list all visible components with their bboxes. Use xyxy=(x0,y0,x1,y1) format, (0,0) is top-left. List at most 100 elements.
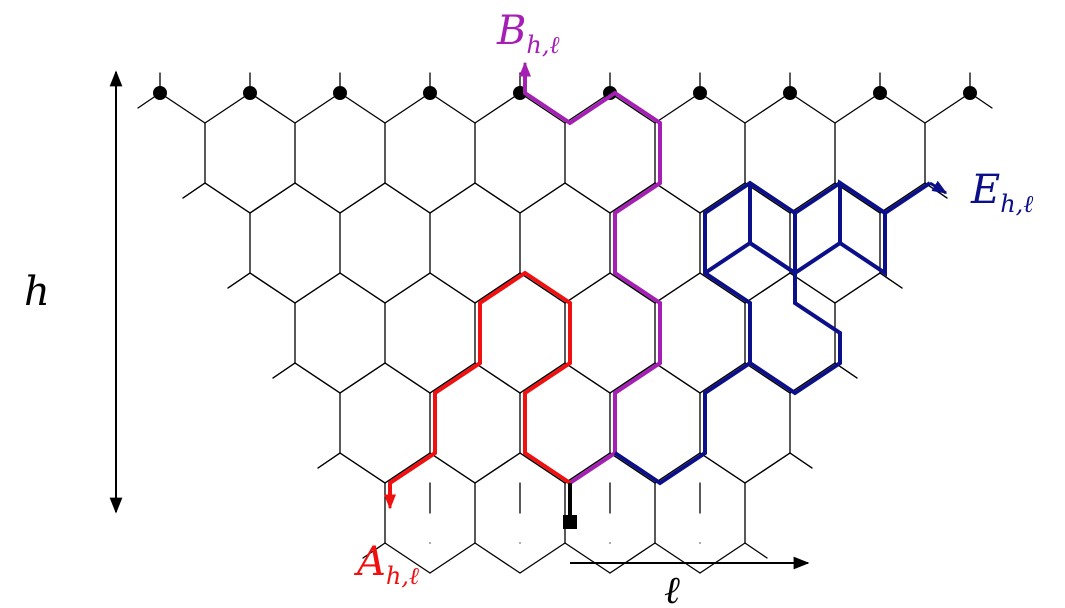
lattice-edge xyxy=(834,182,881,214)
lattice-edge xyxy=(654,182,701,214)
lattice-edge xyxy=(429,182,476,214)
lattice-edge xyxy=(384,92,431,124)
lattice-edge xyxy=(429,452,476,484)
lattice-edge xyxy=(429,92,476,124)
lattice-edge xyxy=(699,92,746,124)
lattice-edge xyxy=(699,272,746,304)
lattice-edge xyxy=(519,542,566,574)
source-dot xyxy=(423,86,437,100)
lattice-edge xyxy=(429,272,476,304)
lattice-edge xyxy=(204,92,251,124)
lattice-edge xyxy=(744,362,791,394)
lattice-edge xyxy=(384,452,431,484)
lattice-edge xyxy=(699,542,746,574)
lattice-edge xyxy=(744,182,791,214)
lattice-edge xyxy=(474,182,521,214)
lattice-edge xyxy=(474,452,521,484)
lattice-edge xyxy=(564,542,611,574)
path-e-low xyxy=(705,393,795,423)
lattice-edge xyxy=(654,362,701,394)
lattice-edge xyxy=(789,272,836,304)
root-square xyxy=(563,515,577,529)
lattice-edge xyxy=(564,182,611,214)
lattice-edge xyxy=(204,182,251,214)
lattice-edge xyxy=(834,272,881,304)
lattice-edge xyxy=(339,92,386,124)
lattice-edge xyxy=(294,182,341,214)
label-height: h xyxy=(24,269,50,315)
lattice-stub xyxy=(272,362,296,379)
lattice-edge xyxy=(744,452,791,484)
lattice-edge xyxy=(609,92,656,124)
lattice-edge xyxy=(294,92,341,124)
lattice-edge xyxy=(789,182,836,214)
path-e-inner xyxy=(703,179,887,396)
lattice-edge xyxy=(249,92,296,124)
path-a-inner xyxy=(480,363,570,393)
lattice-edge xyxy=(339,182,386,214)
source-dot xyxy=(333,86,347,100)
lattice-edge xyxy=(519,182,566,214)
lattice-edge xyxy=(429,542,476,574)
lattice-edge xyxy=(339,452,386,484)
label-e: Eh,ℓ xyxy=(970,167,1033,218)
lattice-edge xyxy=(654,272,701,304)
source-dot xyxy=(873,86,887,100)
lattice-edge xyxy=(834,92,881,124)
path-e-cell xyxy=(748,183,797,277)
lattice-edge xyxy=(294,362,341,394)
source-dot xyxy=(243,86,257,100)
source-dot xyxy=(693,86,707,100)
label-e-subscript: h,ℓ xyxy=(1000,190,1033,218)
lattice-edge xyxy=(519,362,566,394)
lattice-edge xyxy=(609,452,656,484)
source-dot xyxy=(963,86,977,100)
lattice-stub xyxy=(227,272,251,289)
lattice-edge xyxy=(249,182,296,214)
lattice-edge xyxy=(879,92,926,124)
lattice-edge xyxy=(339,272,386,304)
lattice-edge xyxy=(654,92,701,124)
lattice-edge xyxy=(699,182,746,214)
arrow-e xyxy=(929,180,948,195)
lattice-edge xyxy=(249,272,296,304)
lattice-edge xyxy=(744,272,791,304)
label-a-subscript: h,ℓ xyxy=(386,562,419,590)
lattice-stub xyxy=(362,542,386,559)
lattice-edge xyxy=(744,92,791,124)
source-dot xyxy=(153,86,167,100)
lattice-stub xyxy=(789,452,813,469)
lattice-edge xyxy=(519,272,566,304)
lattice-edge xyxy=(384,542,431,574)
lattice-edge xyxy=(384,182,431,214)
lattice-edge xyxy=(654,542,701,574)
label-b-subscript: h,ℓ xyxy=(526,31,559,59)
lattice-edge xyxy=(564,362,611,394)
lattice-edge xyxy=(519,92,566,124)
label-width: ℓ xyxy=(664,568,680,608)
lattice-edge xyxy=(429,362,476,394)
lattice-edge xyxy=(789,362,836,394)
lattice-edge xyxy=(609,542,656,574)
lattice-edge xyxy=(924,92,971,124)
lattice-stub xyxy=(182,182,206,199)
lattice-edge xyxy=(339,362,386,394)
source-dots xyxy=(153,86,977,100)
lattice-edge xyxy=(519,452,566,484)
lattice-edge xyxy=(564,272,611,304)
lattice-edge xyxy=(699,362,746,394)
path-b xyxy=(523,72,662,485)
lattice-edge xyxy=(474,92,521,124)
label-a: Ah,ℓ xyxy=(353,539,419,590)
lattice-edge xyxy=(879,182,926,214)
lattice-stub xyxy=(317,452,341,469)
lattice-edge xyxy=(474,542,521,574)
lattice-edge xyxy=(474,362,521,394)
lattice-edge xyxy=(294,272,341,304)
path-e xyxy=(613,180,932,486)
lattice-edge xyxy=(609,272,656,304)
lattice-edge xyxy=(789,92,836,124)
lattice-edge xyxy=(474,272,521,304)
